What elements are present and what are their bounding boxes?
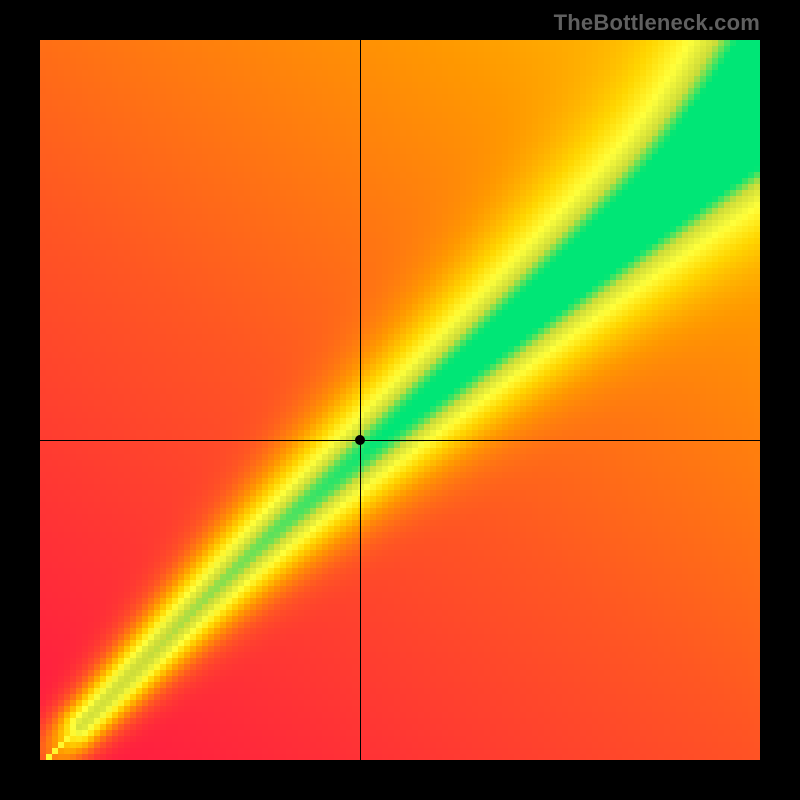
watermark-text: TheBottleneck.com	[554, 10, 760, 36]
crosshair-horizontal	[40, 440, 760, 441]
crosshair-vertical	[360, 40, 361, 760]
heatmap-canvas	[40, 40, 760, 760]
crosshair-marker	[355, 435, 365, 445]
chart-container: TheBottleneck.com	[0, 0, 800, 800]
